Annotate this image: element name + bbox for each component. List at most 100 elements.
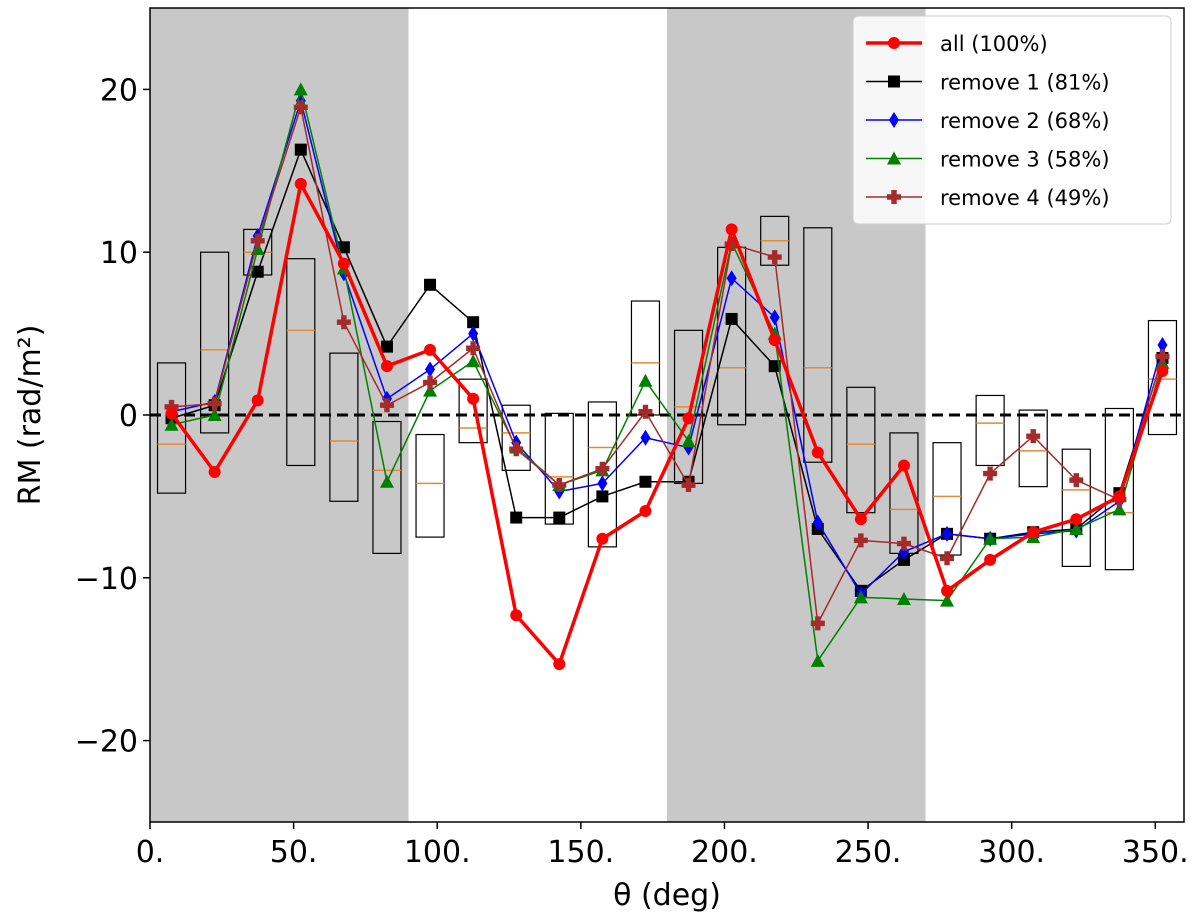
axis-ticks: 0. 50. 100. 150. 200. 250. 300. 350. −20 −10 0 10 20 <box>75 73 1189 870</box>
series-1-point-21 <box>1027 526 1040 539</box>
series-2-point-14 <box>725 312 738 325</box>
series-5-point-4 <box>293 100 308 115</box>
box-24 <box>1147 319 1178 436</box>
series-line-1 <box>170 182 1165 666</box>
series-5-point-5 <box>336 315 351 330</box>
box-12 <box>630 300 661 416</box>
legend-items: all (100%) remove 1 (81%) remove 2 (68%) re… <box>866 32 1110 210</box>
series-5-point-10 <box>552 478 567 493</box>
series-1-point-6 <box>380 360 393 373</box>
data-series <box>164 82 1170 671</box>
box-10 <box>544 412 574 525</box>
series-5-point-3 <box>250 233 265 248</box>
legend-label-3: remove 2 (68%) <box>940 109 1110 133</box>
series-1-point-23 <box>1113 490 1126 503</box>
shaded-regions <box>150 8 926 822</box>
y-tick-label-3: 0 <box>119 399 138 434</box>
legend-swatch-marker-1 <box>888 37 900 49</box>
box-1 <box>156 362 187 494</box>
legend-label-4: remove 3 (58%) <box>940 148 1110 172</box>
series-line-5 <box>171 106 1164 625</box>
series-5-point-16 <box>810 616 825 631</box>
box-23 <box>1104 407 1134 571</box>
legend-swatch-marker-3 <box>889 112 899 128</box>
box-5 <box>329 352 359 502</box>
series-3-point-15 <box>769 309 780 326</box>
box-9 <box>501 404 531 471</box>
series-5-point-24 <box>1155 349 1170 364</box>
x-tick-label-5: 200. <box>691 835 758 870</box>
series-4-point-6 <box>379 474 394 488</box>
series-2-point-8 <box>467 316 480 329</box>
series-line-4 <box>171 88 1164 662</box>
series-5-point-12 <box>638 404 653 419</box>
series-4-point-22 <box>1069 521 1084 535</box>
series-4-point-17 <box>853 590 868 604</box>
series-4-point-18 <box>896 591 911 605</box>
series-2-point-3 <box>251 265 264 278</box>
series-2-point-10 <box>553 511 566 524</box>
series-2-point-7 <box>424 278 437 291</box>
series-5-point-17 <box>853 533 868 548</box>
series-1-point-16 <box>811 446 824 459</box>
legend-item-5: remove 4 (49%) <box>866 186 1110 210</box>
series-4-point-8 <box>466 354 481 368</box>
series-4-point-20 <box>983 531 998 545</box>
x-tick-label-4: 150. <box>547 835 614 870</box>
series-4-point-4 <box>293 82 308 96</box>
series-2-point-15 <box>768 360 781 373</box>
legend-frame <box>852 15 1172 225</box>
series-1-point-2 <box>208 465 221 478</box>
series-2-point-5 <box>337 241 350 254</box>
series-1-point-12 <box>639 505 652 518</box>
series-3-point-16 <box>812 514 823 531</box>
legend-item-2: remove 1 (81%) <box>866 71 1110 95</box>
legend-label-2: remove 1 (81%) <box>940 71 1110 95</box>
series-5-point-6 <box>379 398 394 413</box>
series-1-point-11 <box>596 532 609 545</box>
series-1-point-13 <box>682 412 695 425</box>
series-2-point-12 <box>639 475 652 488</box>
series-5-point-1 <box>164 399 179 414</box>
series-1-point-3 <box>251 394 264 407</box>
series-2-point-18 <box>897 553 910 566</box>
legend-item-4: remove 3 (58%) <box>866 148 1110 172</box>
x-axis-title: θ (deg) <box>613 878 721 913</box>
series-1-point-22 <box>1070 513 1083 526</box>
series-5-point-8 <box>466 341 481 356</box>
x-tick-label-7: 300. <box>978 835 1045 870</box>
series-5-point-2 <box>207 396 222 411</box>
series-4-point-13 <box>681 434 696 448</box>
x-tick-label-2: 50. <box>270 835 318 870</box>
legend-label-1: all (100%) <box>940 32 1048 56</box>
series-1-point-15 <box>768 334 781 347</box>
x-tick-label-6: 250. <box>835 835 902 870</box>
series-5-point-19 <box>940 551 955 566</box>
series-3-point-19 <box>942 525 953 542</box>
legend-item-3: remove 2 (68%) <box>866 109 1110 133</box>
y-axis-title: RM (rad/m²) <box>13 325 48 506</box>
series-4-point-12 <box>638 373 653 387</box>
series-1-point-10 <box>553 658 566 671</box>
series-4-point-19 <box>940 593 955 607</box>
series-2-point-9 <box>510 511 523 524</box>
box-17 <box>846 386 876 514</box>
series-1-point-4 <box>294 177 307 190</box>
series-2-point-4 <box>294 143 307 156</box>
series-5-point-20 <box>983 466 998 481</box>
series-3-point-7 <box>425 361 436 378</box>
series-1-point-14 <box>725 223 738 236</box>
y-tick-label-5: 20 <box>100 73 138 108</box>
series-5-point-9 <box>509 442 524 457</box>
legend-swatch-marker-5 <box>887 190 901 204</box>
series-1-point-8 <box>467 392 480 405</box>
x-tick-label-8: 350. <box>1122 835 1189 870</box>
box-4 <box>286 258 316 467</box>
series-4-point-23 <box>1112 502 1127 516</box>
series-1-point-9 <box>510 609 523 622</box>
box-6 <box>372 420 402 554</box>
series-2-point-11 <box>596 490 609 503</box>
series-1-point-19 <box>941 584 954 597</box>
box-20 <box>975 394 1005 467</box>
